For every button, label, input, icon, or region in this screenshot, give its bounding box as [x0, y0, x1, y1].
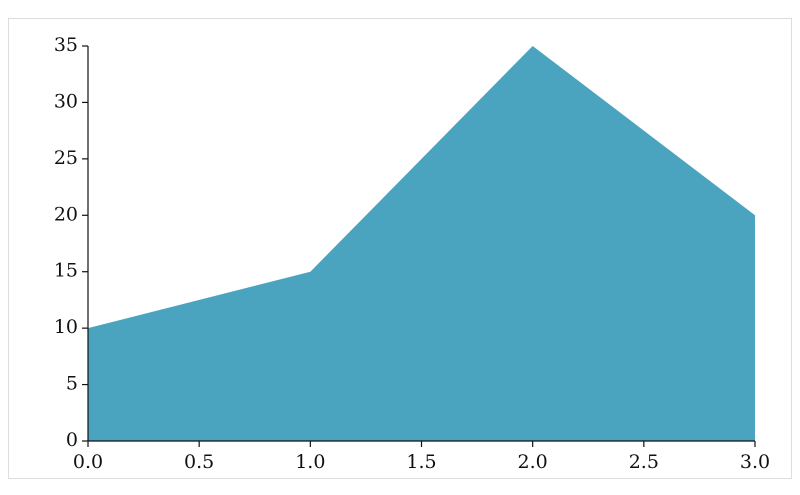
x-tick-label: 2.0 — [518, 451, 548, 473]
y-tick-label: 20 — [54, 203, 78, 225]
y-tick-label: 35 — [54, 34, 78, 56]
x-tick-label: 1.5 — [406, 451, 436, 473]
x-tick-label: 1.0 — [295, 451, 325, 473]
x-tick-label: 0.5 — [184, 451, 214, 473]
area — [88, 46, 755, 441]
y-tick-label: 15 — [54, 260, 78, 282]
x-tick-label: 0.0 — [73, 451, 103, 473]
y-tick-label: 10 — [54, 316, 78, 338]
y-tick-label: 30 — [54, 90, 78, 112]
y-tick-label: 25 — [54, 147, 78, 169]
x-tick-label: 3.0 — [740, 451, 770, 473]
x-tick-label: 2.5 — [629, 451, 659, 473]
y-tick-label: 0 — [66, 429, 78, 451]
y-tick-label: 5 — [66, 373, 78, 395]
